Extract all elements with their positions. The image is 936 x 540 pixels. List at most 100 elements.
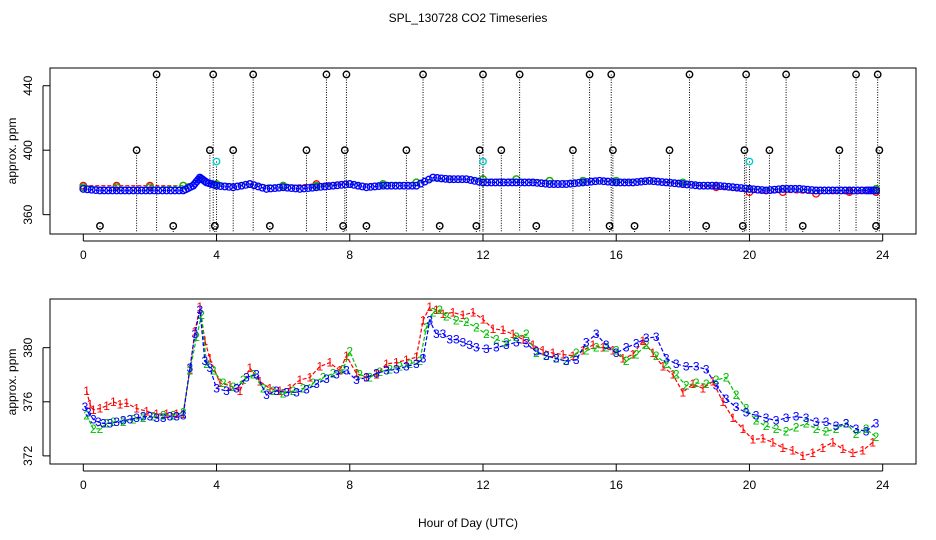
series-2-label: 2: [320, 370, 327, 384]
series-3-label: 3: [663, 352, 670, 366]
series-1-label: 1: [620, 352, 627, 366]
series-2-label: 2: [230, 380, 237, 394]
series-2-label: 2: [573, 346, 580, 360]
series-2-label: 2: [813, 422, 820, 436]
series-1-label: 1: [460, 308, 467, 322]
series-3-point: [416, 179, 425, 188]
series-2-label: 2: [533, 346, 540, 360]
series-3-point: [291, 184, 300, 193]
series-3-point: [304, 184, 313, 193]
series-1-label: 1: [520, 333, 527, 347]
series-2-label: 2: [453, 314, 460, 328]
series-3-point: [287, 184, 296, 193]
flag-point: [209, 70, 218, 79]
flag-point: [340, 146, 349, 155]
series-1-label: 1: [839, 442, 846, 456]
series-3-point: [816, 186, 825, 195]
series-3-point: [862, 186, 870, 195]
series-1-label: 1: [500, 323, 507, 337]
series-3-label: 3: [743, 406, 750, 420]
series-3-label: 3: [683, 360, 690, 374]
series-2-label: 2: [366, 370, 373, 384]
x-axis-label: Hour of Day (UTC): [418, 516, 518, 530]
series-2-label: 2: [803, 416, 810, 430]
series-3-point: [678, 180, 687, 188]
series-2-label: 2: [430, 306, 437, 320]
series-3-label: 3: [353, 373, 360, 387]
series-3-point: [408, 181, 417, 190]
series-3-point: [387, 181, 396, 190]
series-3-point: [158, 186, 167, 195]
top-x-axis: 0 4 8 12 16 20 24: [80, 234, 890, 262]
series-2-label: 2: [683, 379, 690, 393]
series-3-point: [599, 177, 608, 186]
series-3-point: [154, 186, 163, 195]
series-3-point: [787, 184, 796, 193]
series-3-label: 3: [593, 327, 600, 341]
series-2-label: 2: [863, 422, 870, 436]
series-3-point: [258, 183, 267, 192]
series-3-point: [499, 178, 508, 187]
series-3-point: [316, 182, 325, 191]
series-1-label: 1: [630, 347, 637, 361]
series-line-3: [84, 309, 877, 433]
series-2-label: 2: [198, 308, 205, 322]
flag-point: [798, 222, 807, 230]
series-2-label: 2: [643, 338, 650, 352]
series-1-label: 1: [202, 334, 209, 348]
series-2-label: 2: [270, 384, 277, 398]
series-3-point: [703, 181, 712, 190]
series-3-point: [458, 175, 467, 184]
series-3-label: 3: [613, 346, 620, 360]
series-3-label: 3: [263, 388, 270, 402]
series-1-label: 1: [103, 399, 110, 413]
series-1-label: 1: [316, 360, 323, 374]
x-tick-label: 8: [346, 478, 353, 492]
series-1-label: 1: [540, 343, 547, 357]
series-3-point: [200, 177, 209, 186]
x-tick-label: 0: [80, 478, 87, 492]
flag-point: [630, 222, 639, 230]
series-3-point: [504, 178, 512, 187]
series-3-point: [687, 180, 696, 189]
bottom-y-axis-label: approx. ppm: [5, 349, 19, 416]
series-3-point: [653, 177, 662, 186]
series-3-point: [108, 186, 117, 195]
series-1-label: 1: [779, 441, 786, 455]
series-3-point: [795, 184, 804, 193]
series-2-label: 2: [753, 414, 760, 428]
series-3-point: [791, 184, 800, 193]
flag-point: [852, 70, 860, 79]
series-3-label: 3: [733, 400, 740, 414]
series-1-label: 1: [670, 368, 677, 382]
series-1-label: 1: [699, 381, 706, 395]
series-3-point: [279, 183, 288, 192]
series-2-label: 2: [603, 341, 610, 355]
series-1-label: 1: [819, 441, 826, 455]
series-3-point: [483, 178, 492, 187]
series-1-label: 1: [433, 303, 440, 317]
series-3-label: 3: [803, 411, 810, 425]
series-2-label: 2: [523, 327, 530, 341]
top-y-axis: 360 400 440: [21, 75, 50, 225]
series-3-label: 3: [107, 416, 114, 430]
series-3-point: [674, 179, 683, 188]
series-3-point: [774, 185, 783, 194]
series-3-point: [864, 186, 873, 195]
series-3-point: [578, 178, 587, 187]
series-1-label: 1: [719, 395, 726, 409]
series-3-label: 3: [453, 333, 460, 347]
series-3-point: [399, 181, 408, 190]
series-3-label: 3: [413, 357, 420, 371]
series-2-label: 2: [300, 381, 307, 395]
series-3-point: [749, 185, 758, 194]
series-1-label: 1: [420, 314, 427, 328]
flag-point: [875, 146, 884, 155]
series-1-label: 1: [550, 346, 557, 360]
series-3-label: 3: [783, 411, 790, 425]
series-3-point: [658, 178, 666, 186]
series-1-label: 1: [90, 403, 97, 417]
series-3-label: 3: [853, 422, 860, 436]
series-3-label: 3: [113, 415, 120, 429]
